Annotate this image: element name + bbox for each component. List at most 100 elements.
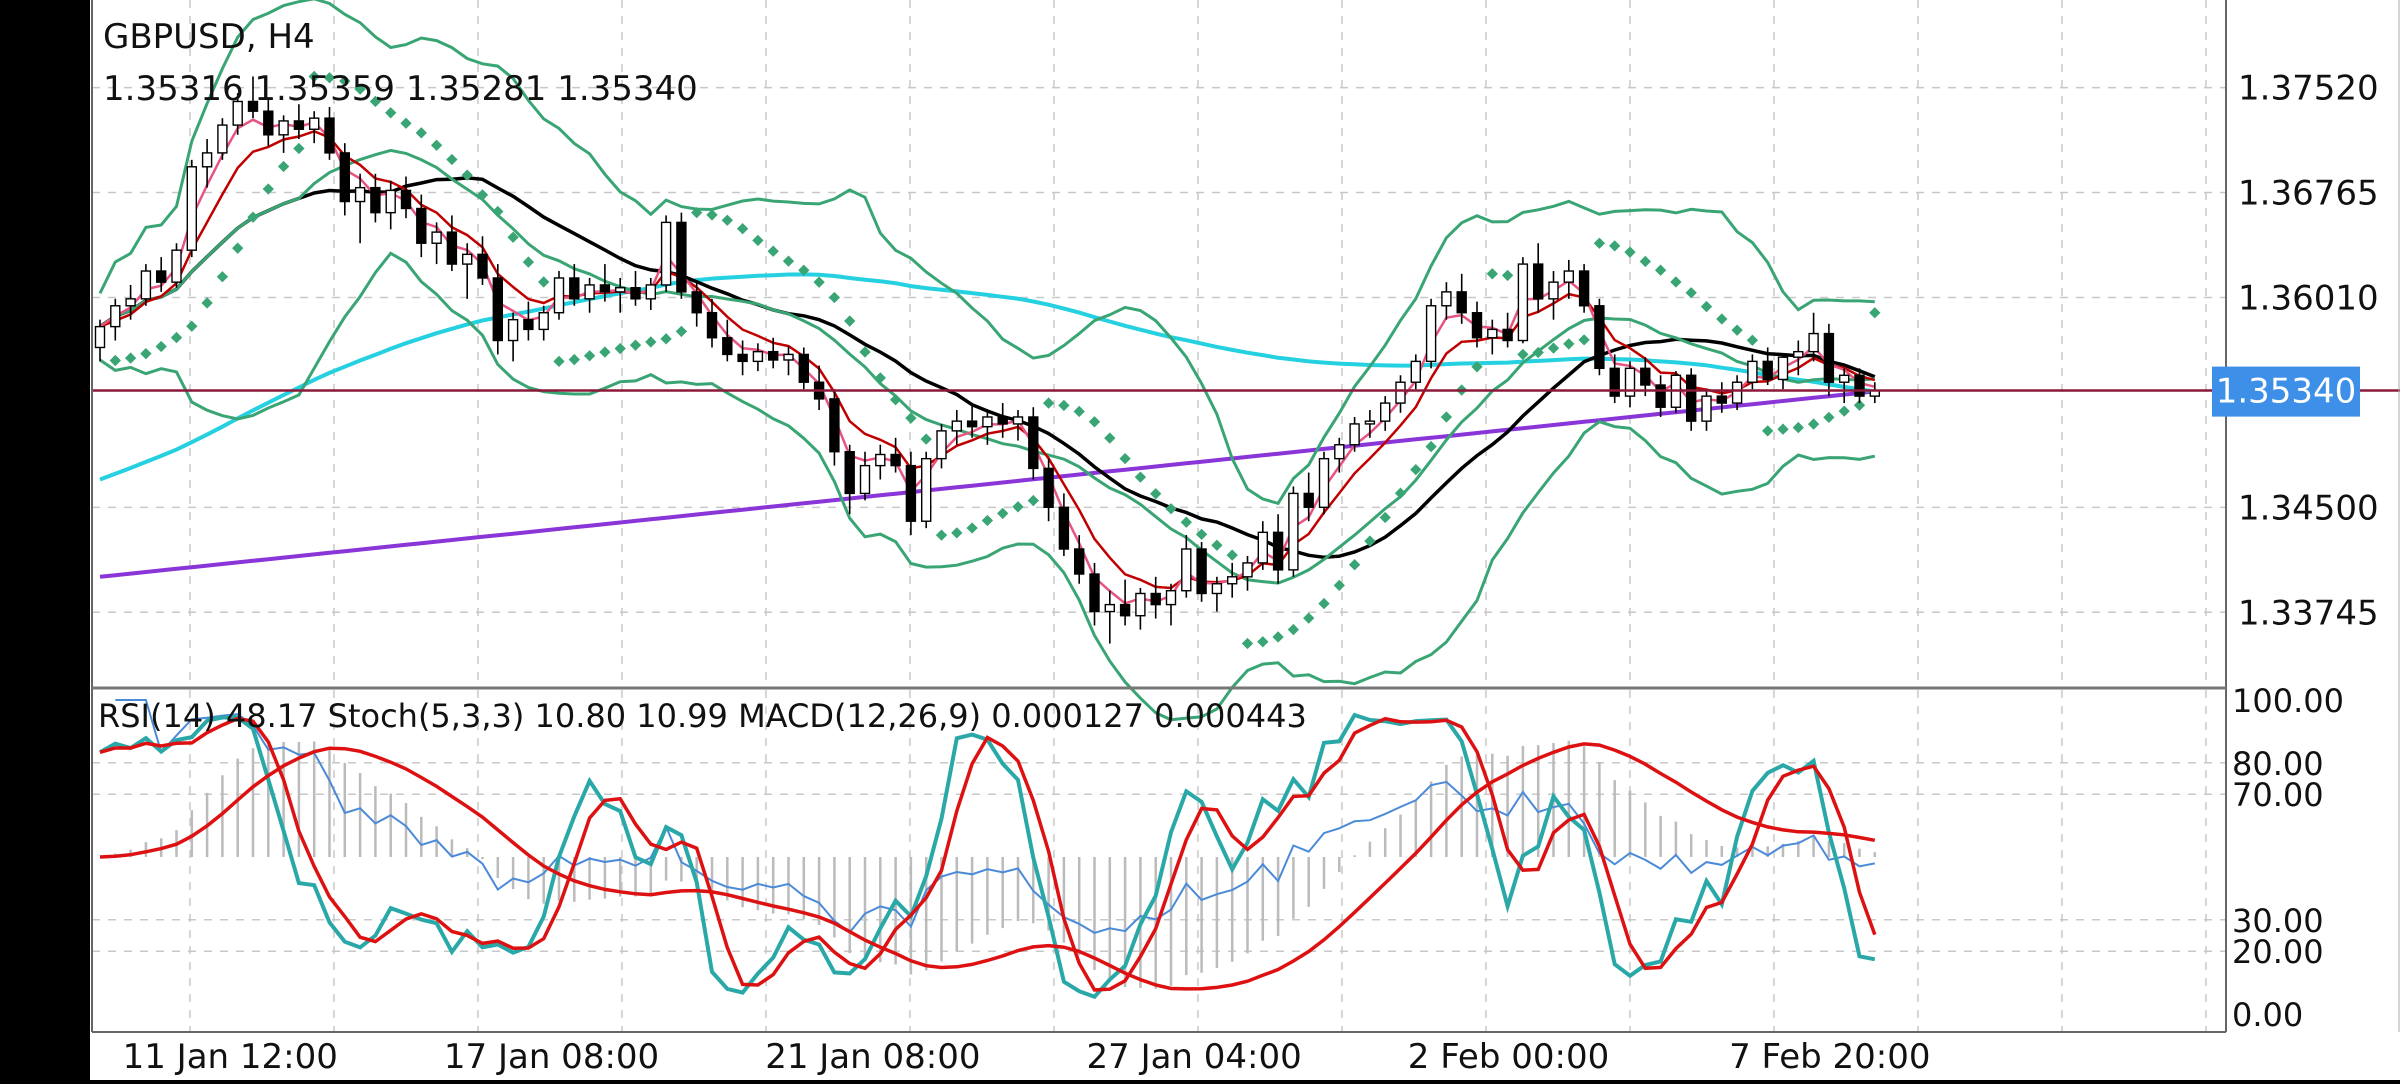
sar-dot [1211,539,1223,551]
candle-body [905,464,917,522]
sar-dot [1609,240,1621,252]
candle-body [844,451,855,495]
candle-body [140,270,152,300]
candle-body [1747,360,1758,383]
candle-body [1028,416,1039,470]
sub-y-tick-label: 100.00 [2232,682,2344,720]
sar-dot [522,256,535,268]
candle-body [1701,395,1712,422]
y-tick-label: 1.37520 [2238,69,2379,109]
candle-body [400,189,412,210]
candle-body [737,353,748,363]
candle-body [1043,467,1054,509]
candle-body [125,298,136,307]
sar-dot [951,527,963,539]
sar-dot [124,352,137,364]
candle-body [1808,332,1819,353]
bollinger-upper [98,0,1875,506]
candle-body [1012,416,1024,425]
sar-dot [1134,471,1147,483]
sar-dot [293,142,305,155]
sar-dot [1716,313,1728,325]
sar-dot [568,353,580,366]
sar-dot [201,297,213,309]
candle-body [1135,592,1146,617]
candle-body [1211,583,1223,595]
x-tick-label: 21 Jan 08:00 [765,1037,980,1077]
sar-dot [1287,623,1300,636]
candle-body [1226,576,1238,585]
sar-dot [1180,516,1192,528]
sar-dot [1823,411,1835,424]
candle-body [599,284,611,293]
y-tick-label: 1.33745 [2238,593,2379,633]
candle-body [1349,423,1360,446]
sar-dot [1058,399,1070,412]
candle-body [676,221,687,293]
candle-body [890,453,901,467]
candle-body [477,253,488,279]
indicator-label: RSI(14) 48.17 Stoch(5,3,3) 10.80 10.99 M… [98,697,1307,735]
stoch-signal-line [99,716,1877,992]
sar-dot [1348,559,1361,571]
sar-dot [997,507,1009,520]
sar-dot [966,522,978,534]
candle-body [1838,374,1850,383]
sar-dot [706,209,718,221]
sar-dot [1195,528,1208,541]
macd-signal-line [99,742,1876,991]
candle-body [1532,263,1544,300]
x-tick-label: 2 Feb 00:00 [1408,1037,1609,1077]
sar-dot [874,372,886,384]
candle-body [1303,492,1314,509]
sar-dot [583,350,596,362]
candle-body [1563,270,1575,283]
current-price-label: 1.35340 [2216,372,2357,412]
candle-body [339,152,350,203]
sar-dot [277,160,290,173]
candle-body [798,353,809,383]
candle-body [385,189,396,214]
sar-dot [905,412,917,424]
sar-dot [1226,549,1238,561]
sar-dot [752,234,764,247]
sar-dot [889,394,902,406]
sar-dot [1639,255,1651,268]
sar-dot [247,211,259,223]
candle-body [752,350,764,363]
rsi-line [115,699,1875,934]
candle-body [1318,457,1330,509]
sar-dot [1471,361,1483,373]
sar-dot [935,529,948,541]
sar-dot [1318,597,1330,610]
y-tick-label: 1.36765 [2238,174,2379,214]
candle-body [645,284,656,300]
candle-body [1456,291,1467,314]
candle-body [1502,328,1513,342]
candle-body [1823,332,1835,383]
candle-body [1640,367,1651,386]
candle-body [263,110,274,136]
sar-dot [844,315,856,327]
candle-body [446,231,458,265]
sar-dot [645,336,657,348]
candle-body [921,457,932,522]
sar-dot [1150,488,1162,500]
sar-dot [1042,397,1055,409]
candle-body [1073,548,1085,575]
candle-body [630,287,641,300]
sar-dot [1272,631,1284,643]
sar-dot [1486,268,1498,280]
candle-body [1609,367,1620,397]
sar-dot [736,223,749,235]
main-panel [92,0,2400,722]
candle-body [1196,548,1207,595]
candle-body [1517,263,1529,342]
sar-dot [1501,269,1514,282]
sub-y-tick-label: 0.00 [2232,996,2303,1034]
sar-dot [170,331,183,344]
candle-body [1471,312,1483,339]
sar-dot [920,433,932,445]
